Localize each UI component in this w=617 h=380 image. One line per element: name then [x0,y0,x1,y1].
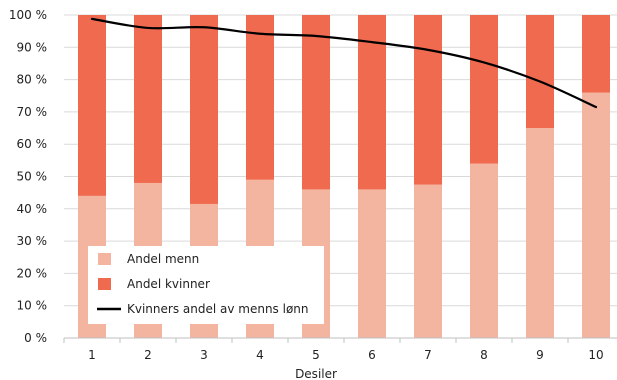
bar-andel-kvinner [134,15,162,183]
x-tick-label: 1 [88,348,96,362]
legend-items: Andel menn Andel kvinner Kvinners andel av… [97,252,309,316]
y-tick-label: 40 % [17,202,48,216]
bar-andel-menn [582,92,610,339]
legend: Andel menn Andel kvinner Kvinners andel av… [88,246,324,324]
x-axis-title: Desiler [295,367,337,380]
legend-box [88,246,324,324]
legend-swatch [98,253,111,265]
x-tick-label: 5 [312,348,320,362]
bar-andel-kvinner [470,15,498,164]
y-tick-label: 80 % [17,73,48,87]
legend-label: Andel kvinner [127,277,210,291]
y-tick-label: 20 % [17,266,48,280]
x-tick-label: 6 [368,348,376,362]
legend-swatch [98,278,111,290]
x-axis-ticks: 1 2 3 4 5 6 7 8 9 10 [63,338,604,362]
y-tick-label: 50 % [17,170,48,184]
bar-andel-menn [470,163,498,338]
x-tick-label: 9 [536,348,544,362]
x-tick-label: 10 [588,348,603,362]
y-tick-label: 30 % [17,234,48,248]
y-axis-ticks: 0 % 10 % 20 % 30 % 40 % 50 % 60 % 70 % 80 % 90 % 1… [9,8,47,345]
x-tick-label: 2 [144,348,152,362]
bar-andel-kvinner [190,15,218,204]
bar-andel-kvinner [526,15,554,129]
x-tick-label: 8 [480,348,488,362]
bar-andel-kvinner [78,15,106,196]
legend-label: Kvinners andel av menns lønn [127,302,309,316]
y-tick-label: 0 % [24,331,47,345]
y-tick-label: 70 % [17,105,48,119]
x-tick-label: 7 [424,348,432,362]
bar-andel-kvinner [302,15,330,190]
bar-andel-menn [414,184,442,338]
x-tick-label: 3 [200,348,208,362]
y-tick-label: 10 % [17,299,48,313]
bar-andel-kvinner [246,15,274,180]
line-kvinners-andel-av-menns-lonn [90,17,598,109]
y-tick-label: 90 % [17,40,48,54]
x-tick-label: 4 [256,348,264,362]
bar-andel-menn [526,128,554,338]
y-tick-label: 100 % [9,8,47,22]
bar-andel-kvinner [582,15,610,93]
bar-andel-menn [358,189,386,338]
legend-label: Andel menn [127,252,199,266]
y-tick-label: 60 % [17,137,48,151]
bar-andel-kvinner [414,15,442,185]
